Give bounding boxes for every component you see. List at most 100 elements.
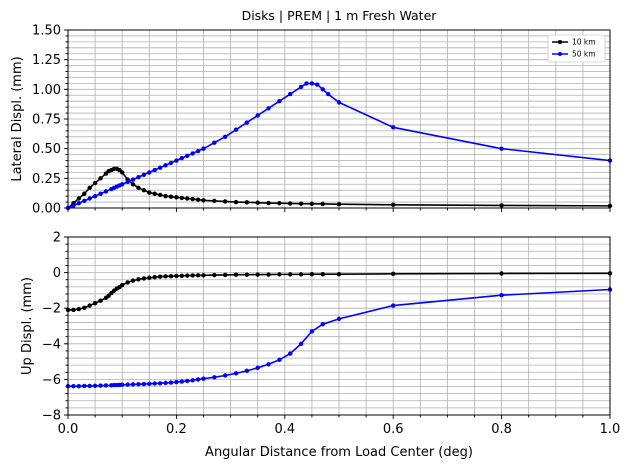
lateral-series-0-point <box>309 201 315 207</box>
up-series-0-point <box>190 273 195 278</box>
up-series-0-point <box>185 273 190 278</box>
lateral-series-1-point <box>168 160 174 166</box>
up-series-0-point <box>125 280 130 285</box>
lateral-series-0-point <box>233 199 239 205</box>
lateral-series-1-point <box>92 193 98 199</box>
lateral-series-1-point <box>147 170 152 175</box>
lateral-series-0-point <box>195 197 201 202</box>
lateral-series-0-point <box>163 193 168 199</box>
legend-marker-10km <box>558 40 562 44</box>
up-series-0-point <box>298 272 304 277</box>
lateral-series-0-point <box>157 192 163 198</box>
lateral-series-1-point <box>233 127 239 132</box>
up-series-0-point <box>136 277 141 282</box>
lateral-series-1-point <box>499 146 504 151</box>
lateral-series-1-point <box>190 151 195 156</box>
lateral-ytick-label: 0.00 <box>32 202 61 217</box>
up-series-1-point <box>152 381 157 386</box>
up-series-0-point <box>244 272 250 277</box>
up-xtick-label: 0.0 <box>58 422 79 437</box>
up-series-1-point <box>277 357 282 363</box>
up-series-1-point <box>130 382 136 387</box>
up-series-1-point <box>309 329 315 334</box>
up-xtick-label: 0.6 <box>383 422 404 437</box>
up-series-1-point <box>120 382 125 387</box>
lateral-ytick-label: 0.25 <box>32 172 61 187</box>
up-series-1-point <box>212 375 217 380</box>
lateral-ytick-label: 1.50 <box>32 24 61 39</box>
lateral-series <box>65 81 613 211</box>
up-series-0-point <box>309 272 315 277</box>
lateral-series-1-line <box>67 82 611 209</box>
legend: 10 km 50 km <box>547 34 606 63</box>
lateral-series-1-point <box>320 87 325 92</box>
lateral-series-0-point <box>277 201 282 206</box>
xlabel: Angular Distance from Load Center (deg) <box>205 445 473 460</box>
lateral-series-0-point <box>391 202 396 207</box>
up-series-0-point <box>266 272 271 277</box>
up-ytick-label: −4 <box>42 337 61 352</box>
lateral-series-0-point <box>266 200 271 206</box>
up-series-1-point <box>190 378 195 383</box>
up-series-1-point <box>244 368 250 374</box>
up-series-0-point <box>174 273 179 279</box>
up-series-1-point <box>499 293 504 298</box>
up-series-0-point <box>391 271 396 277</box>
up-series-0-point <box>233 272 239 277</box>
lateral-series-1-point <box>391 125 396 130</box>
lateral-series-0-point <box>185 196 190 201</box>
lateral-series-1-point <box>277 99 282 104</box>
up-series-0-point <box>222 272 228 278</box>
lateral-series-1-point <box>212 140 217 145</box>
up-series-0-point <box>106 293 111 298</box>
lateral-series-1-point <box>244 120 250 125</box>
up-series-0-point <box>163 274 168 279</box>
up-series-1-point <box>174 379 179 385</box>
lateral-series-0-point <box>320 201 325 207</box>
lateral-series-1-point <box>141 172 147 177</box>
up-series-1-point <box>98 383 103 388</box>
lateral-series-1-point <box>255 113 260 118</box>
up-series-1-point <box>288 351 293 356</box>
lateral-series-0-point <box>499 203 504 208</box>
up-series-0-point <box>168 273 174 279</box>
up-series-1-point <box>76 383 82 389</box>
lateral-panel: Disks | PREM | 1 m Fresh Water 0.000.250… <box>10 8 613 217</box>
up-grid <box>67 236 611 416</box>
lateral-series-1-point <box>185 153 190 158</box>
up-ytick-label: 2 <box>53 231 61 246</box>
up-series-0-point <box>320 272 325 277</box>
up-series-1-point <box>71 383 76 389</box>
up-series-1-point <box>336 316 342 322</box>
up-series-1-point <box>168 380 174 385</box>
up-series-1-point <box>147 381 152 387</box>
up-series-0-point <box>212 272 217 278</box>
lateral-series-0-point <box>190 196 195 202</box>
up-series <box>65 271 613 389</box>
lateral-series-0-point <box>298 201 304 206</box>
lateral-series-0-point <box>141 188 147 193</box>
lateral-series-0-point <box>152 191 157 196</box>
lateral-series-1-point <box>325 91 331 97</box>
lateral-series-1-point <box>195 148 201 154</box>
lateral-series-1-point <box>201 146 206 151</box>
up-series-1-point <box>266 362 271 367</box>
lateral-ylabel: Lateral Displ. (mm) <box>10 56 25 181</box>
up-series-1-point <box>255 365 260 371</box>
up-series-1-point <box>233 371 239 376</box>
up-xtick-label: 1.0 <box>600 422 621 437</box>
up-series-0-point <box>195 273 201 278</box>
up-series-0-point <box>152 275 157 280</box>
up-series-1-point <box>298 341 304 346</box>
up-xtick-label: 0.4 <box>274 422 295 437</box>
lateral-grid <box>67 29 611 209</box>
up-ticks: 0.0 0.2 0.4 0.6 0.8 1.0 −8 −6 −4 −2 0 2 <box>42 231 621 438</box>
lateral-series-0-point <box>288 201 293 206</box>
up-series-1-point <box>92 383 98 389</box>
up-series-1-point <box>125 382 130 387</box>
lateral-series-1-point <box>309 81 315 86</box>
lateral-ytick-label: 1.25 <box>32 53 61 68</box>
up-series-0-point <box>71 307 76 313</box>
up-xtick-label: 0.8 <box>491 422 512 437</box>
